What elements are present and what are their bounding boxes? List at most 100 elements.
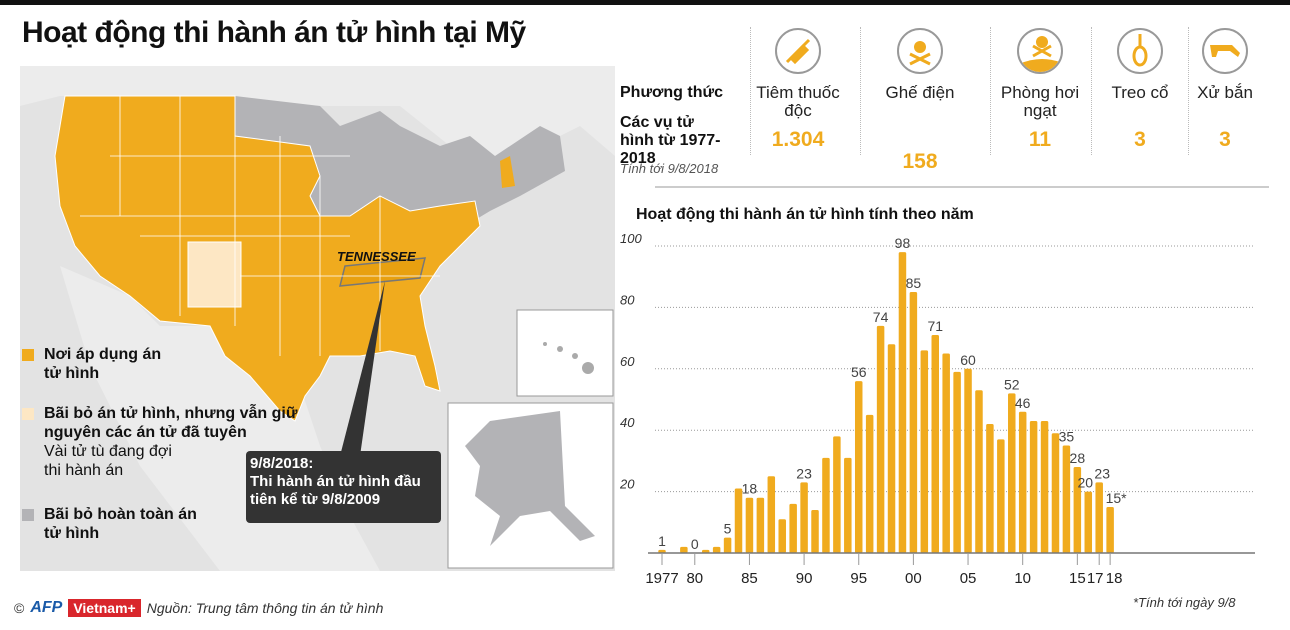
- x-tick-label: 18: [1106, 570, 1123, 587]
- legend-swatch: [22, 408, 34, 420]
- x-tick-label: 1977: [645, 570, 678, 587]
- x-tick-label: 80: [686, 570, 703, 587]
- x-tick-label: 95: [850, 570, 867, 587]
- data-label: 0: [691, 536, 699, 552]
- bar: [986, 424, 994, 553]
- bar: [1008, 393, 1016, 553]
- callout-line: tiên kể từ 9/8/2009: [250, 491, 381, 508]
- bar: [767, 476, 776, 553]
- legend-label: Nơi áp dụng án tử hình: [44, 346, 162, 382]
- bar: [1106, 506, 1114, 553]
- method-hanging: Treo cổ 3: [1095, 22, 1185, 152]
- bar: [887, 344, 896, 553]
- bar: [1084, 491, 1093, 553]
- x-tick-label: 85: [741, 570, 758, 587]
- method-count: 158: [902, 150, 938, 173]
- method-count: 11: [1028, 128, 1052, 151]
- noose-icon: [1117, 28, 1163, 74]
- bar: [756, 497, 765, 553]
- tennessee: [339, 257, 426, 287]
- method-name: Phòng hơi ngạt: [1000, 83, 1080, 120]
- bar: [898, 252, 907, 553]
- legend-label: Bãi bỏ hoàn toàn án tử hình: [44, 506, 197, 542]
- bar: [942, 353, 950, 553]
- bar: [854, 381, 863, 553]
- bar: [822, 457, 830, 553]
- state-borders: [80, 96, 440, 356]
- new-hampshire: [500, 156, 515, 188]
- bar: [723, 537, 732, 553]
- source-line: © AFP Vietnam+ Nguồn: Trung tâm thông ti…: [14, 599, 383, 617]
- source-text: Nguồn: Trung tâm thông tin án tử hình: [146, 600, 384, 616]
- data-label: 1: [658, 533, 666, 549]
- data-label: 28: [1070, 450, 1086, 466]
- top-bar: [0, 0, 1290, 5]
- method-count: 3: [1134, 128, 1146, 151]
- methods-note: Tính tới 9/8/2018: [620, 161, 719, 176]
- x-tick-label: 90: [796, 570, 813, 587]
- bar: [789, 503, 797, 553]
- data-label: 23: [796, 465, 812, 481]
- x-tick-label: 05: [960, 570, 977, 587]
- bar: [778, 519, 786, 553]
- method-lethal-injection: Tiêm thuốc độc 1.304: [752, 22, 844, 152]
- bar: [1051, 433, 1060, 553]
- method-name: Tiêm thuốc độc: [756, 83, 840, 120]
- bar: [701, 549, 710, 553]
- data-label: 20: [1077, 475, 1093, 491]
- bar: [745, 497, 754, 553]
- bar: [931, 335, 939, 553]
- new-mexico-moratorium: [187, 241, 242, 308]
- bar: [680, 546, 688, 553]
- data-label: 71: [927, 318, 943, 334]
- tennessee-label: TENNESSEE: [337, 249, 416, 264]
- method-firing-squad: Xử bắn 3: [1185, 22, 1265, 152]
- data-label: 23: [1094, 465, 1110, 481]
- bar: [1062, 445, 1071, 553]
- divider: [655, 186, 1269, 188]
- vietnamplus-logo: Vietnam+: [68, 599, 141, 617]
- bar: [876, 325, 885, 553]
- bar: [734, 488, 743, 553]
- bar: [833, 436, 841, 553]
- y-tick-label: 80: [620, 292, 635, 307]
- bar: [909, 292, 918, 553]
- legend-item-abolished: Bãi bỏ hoàn toàn án tử hình: [22, 505, 212, 543]
- bar: [1029, 420, 1038, 553]
- alaska: [465, 411, 595, 546]
- data-label: 46: [1015, 395, 1031, 411]
- bar: [811, 510, 819, 553]
- x-tick-label: 15: [1069, 570, 1086, 587]
- row-label-method: Phương thức: [620, 84, 723, 101]
- bar: [844, 457, 852, 553]
- method-name: Ghế điện: [885, 83, 955, 102]
- legend-item-death-penalty: Nơi áp dụng án tử hình: [22, 345, 172, 383]
- afp-logo: AFP: [30, 599, 63, 616]
- data-label: 98: [895, 235, 911, 251]
- y-tick-label: 100: [620, 231, 642, 246]
- page-title: Hoạt động thi hành án tử hình tại Mỹ: [22, 16, 526, 49]
- row-label-count: Các vụ tử hình từ 1977-2018: [620, 114, 721, 167]
- bar: [920, 350, 929, 553]
- syringe-icon: [775, 28, 821, 74]
- data-label: 52: [1004, 376, 1020, 392]
- y-tick-label: 60: [620, 354, 635, 369]
- copyright-symbol: ©: [14, 600, 25, 616]
- callout-date: 9/8/2018:: [250, 455, 314, 472]
- chart-title: Hoạt động thi hành án tử hình tính theo …: [636, 206, 974, 223]
- method-count: 1.304: [771, 128, 825, 151]
- abolished-states: [235, 96, 565, 256]
- chart-footnote: *Tính tới ngày 9/8: [1133, 595, 1236, 610]
- data-label: 5: [724, 521, 732, 537]
- callout-line: Thi hành án tử hình đầu: [250, 473, 421, 490]
- bar: [712, 546, 721, 553]
- bar: [1073, 467, 1082, 553]
- bar: [658, 549, 666, 553]
- y-tick-label: 20: [620, 477, 635, 492]
- method-gas-chamber: Phòng hơi ngạt 11: [995, 22, 1085, 152]
- rifle-icon: [1202, 28, 1248, 74]
- bar: [975, 390, 983, 553]
- data-label: 35: [1059, 429, 1075, 445]
- data-label: 85: [906, 275, 922, 291]
